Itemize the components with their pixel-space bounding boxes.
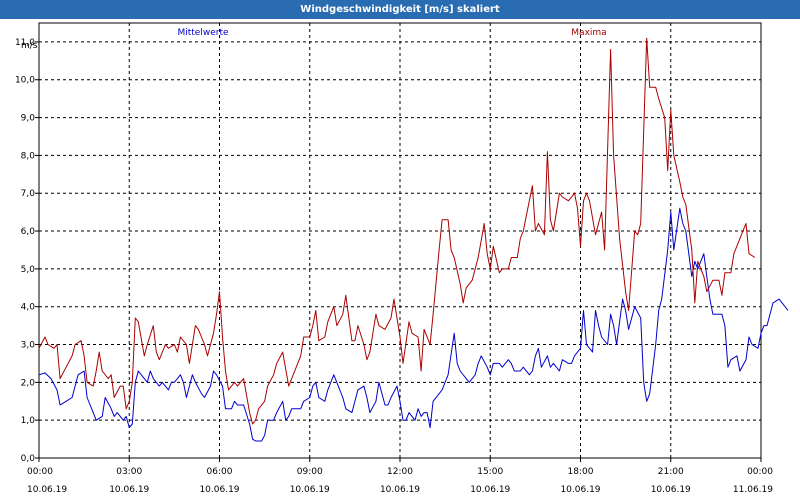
x-tick-time: 03:00 — [116, 467, 142, 477]
x-tick-date: 10.06.19 — [470, 485, 510, 495]
x-tick-date: 11.06.19 — [733, 485, 773, 495]
x-tick-time: 06:00 — [207, 467, 233, 477]
legend-label-mittelwerte: Mittelwerte — [177, 28, 228, 38]
y-tick-label: 10,0 — [15, 76, 35, 86]
grid-lines — [39, 23, 761, 458]
x-tick-date: 10.06.19 — [651, 485, 691, 495]
x-tick-date: 10.06.19 — [199, 485, 239, 495]
x-tick-time: 18:00 — [568, 467, 594, 477]
x-tick-time: 12:00 — [387, 467, 413, 477]
series-lines — [38, 37, 789, 442]
x-tick-time: 15:00 — [477, 467, 503, 477]
series-line-mittelwerte — [38, 207, 789, 442]
axes — [35, 22, 762, 462]
x-tick-date: 10.06.19 — [290, 485, 330, 495]
y-tick-label: 2,0 — [21, 378, 36, 388]
y-axis-label: m/s — [21, 41, 38, 51]
y-tick-label: 0,0 — [21, 454, 36, 464]
x-tick-time: 00:00 — [27, 467, 53, 477]
y-tick-label: 5,0 — [21, 265, 36, 275]
x-tick-time: 09:00 — [297, 467, 323, 477]
y-tick-label: 11,0 — [15, 38, 35, 48]
plot-frame — [38, 22, 762, 459]
chart-title: Windgeschwindigkeit [m/s] skaliert — [0, 0, 800, 19]
x-tick-date: 10.06.19 — [560, 485, 600, 495]
x-tick-date: 10.06.19 — [27, 485, 67, 495]
y-tick-label: 6,0 — [21, 227, 36, 237]
y-tick-label: 7,0 — [21, 189, 36, 199]
x-tick-time: 00:00 — [747, 467, 773, 477]
legend-label-maxima: Maxima — [571, 28, 606, 38]
x-tick-time: 21:00 — [658, 467, 684, 477]
x-tick-date: 10.06.19 — [109, 485, 149, 495]
y-tick-label: 8,0 — [21, 151, 36, 161]
axis-labels: 0,0 1,0 2,0 3,0 4,0 5,0 6,0 7,0 8,0 9,0 10,0 11,0 00… — [15, 28, 773, 495]
y-tick-label: 4,0 — [21, 303, 36, 313]
line-chart: 0,0 1,0 2,0 3,0 4,0 5,0 6,0 7,0 8,0 9,0 10,0 11,0 00… — [15, 22, 789, 495]
y-tick-label: 1,0 — [21, 416, 36, 426]
series-line-maxima — [38, 37, 756, 425]
y-tick-label: 3,0 — [21, 341, 36, 351]
x-tick-date: 10.06.19 — [380, 485, 420, 495]
y-tick-label: 9,0 — [21, 114, 36, 124]
